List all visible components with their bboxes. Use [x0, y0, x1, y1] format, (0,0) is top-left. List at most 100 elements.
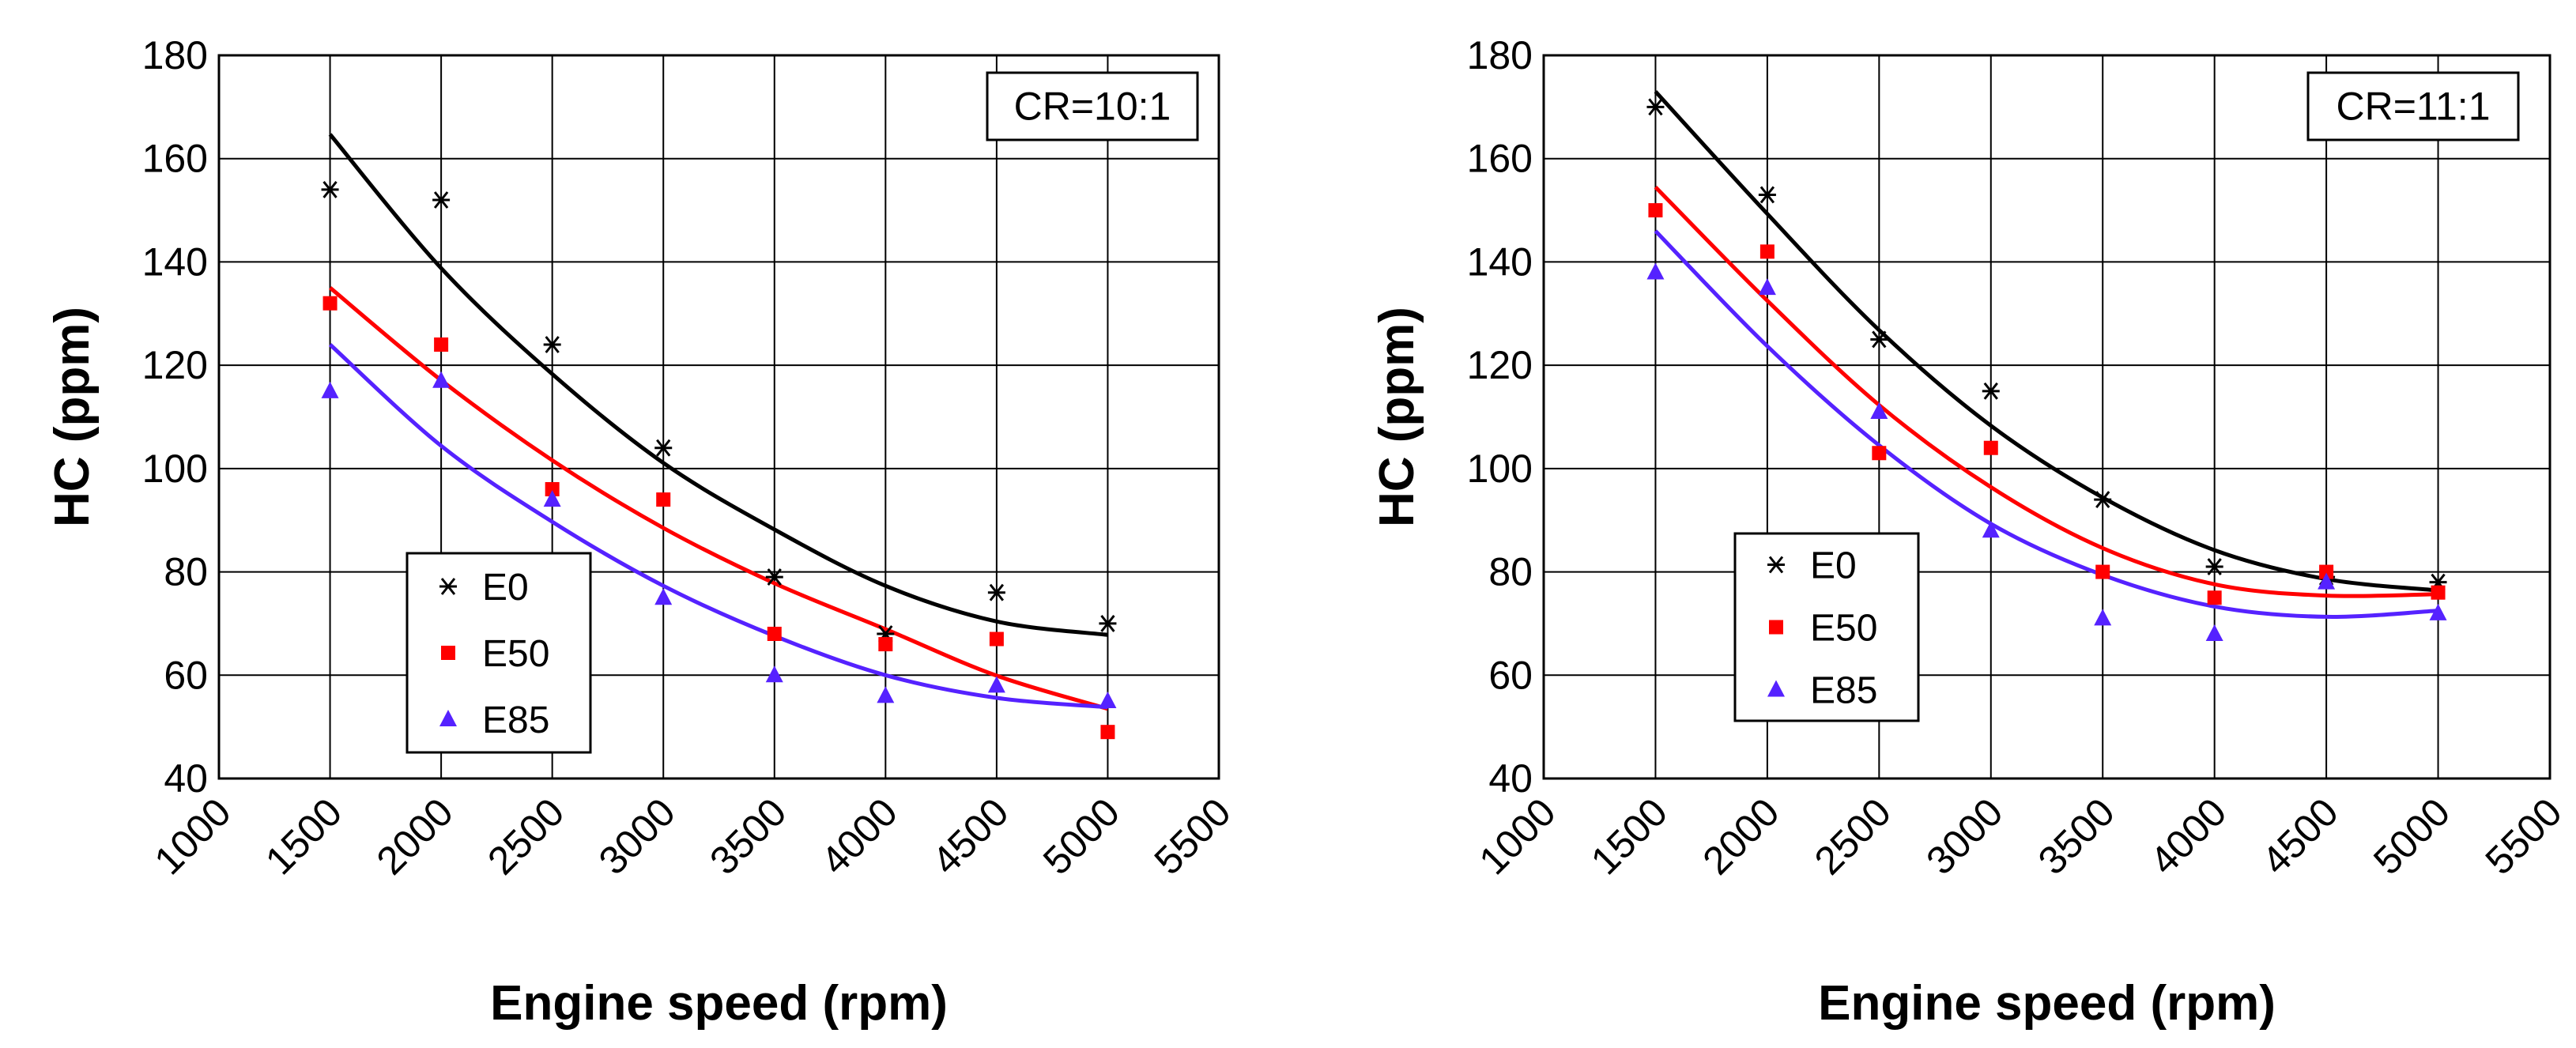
trendline-e0 [1654, 90, 2438, 593]
x-axis-title: Engine speed (rpm) [490, 976, 948, 1031]
data-point-e50 [656, 492, 671, 507]
x-tick-label: 5000 [1035, 790, 1128, 883]
chart-panel-2: 40 60 80 100 120 140 160 180 1000 1500 2000 2500 300… [1370, 33, 2570, 1031]
legend-label-e50: E50 [1810, 608, 1877, 650]
x-tick-label: 1000 [146, 790, 239, 883]
data-point-e85 [2318, 572, 2336, 590]
trendline-e50 [1654, 185, 2438, 598]
legend: E0 E50 E85 [1733, 532, 1920, 722]
data-point-e85 [1099, 691, 1117, 708]
y-tick-label: 180 [1467, 33, 1533, 77]
cr-annotation: CR=10:1 [1014, 85, 1171, 129]
y-tick-label: 100 [1467, 447, 1533, 491]
legend-marker-e50 [441, 646, 455, 660]
legend-label-e50: E50 [482, 633, 549, 675]
x-axis-title: Engine speed (rpm) [1818, 976, 2276, 1031]
data-point-e85 [432, 371, 451, 388]
data-point-e0-stroke [989, 583, 1005, 601]
data-point-e0 [654, 439, 673, 457]
data-point-e0-stroke [1648, 98, 1663, 116]
legend-box [405, 552, 592, 754]
data-point-e85 [765, 665, 783, 683]
data-point-e50 [767, 627, 782, 641]
data-point-e50 [1648, 203, 1663, 218]
x-tick-label: 2000 [368, 790, 462, 883]
cr-annotation-box [986, 71, 1199, 141]
x-tick-label: 1000 [1471, 790, 1564, 883]
x-tick-label: 3500 [701, 790, 794, 883]
x-tick-label: 4000 [2141, 790, 2235, 883]
x-tick-label: 2000 [1694, 790, 1787, 883]
x-tick-label: 3000 [1918, 790, 2011, 883]
legend-box [1733, 532, 1920, 722]
data-point-e0-stroke [433, 191, 449, 209]
legend-marker-e0 [1767, 556, 1785, 574]
data-point-e0 [987, 583, 1005, 601]
y-axis-title: HC (ppm) [45, 307, 100, 527]
x-tick-label: 4500 [923, 790, 1016, 883]
trendline-e85 [328, 343, 1108, 710]
y-tick-label: 100 [142, 447, 208, 491]
data-point-e0-stroke [2095, 491, 2110, 509]
data-point-e50 [1100, 725, 1115, 740]
legend-label-e0: E0 [1810, 545, 1857, 587]
data-point-e85 [1758, 278, 1776, 296]
x-tick-label: 3500 [2030, 790, 2123, 883]
x-tick-label: 1500 [257, 790, 350, 883]
x-tick-label: 2500 [479, 790, 572, 883]
legend-marker-e0-stroke [440, 578, 456, 595]
legend: E0 E50 E85 [405, 552, 592, 754]
plot-frame [1542, 54, 2551, 780]
y-axis-title: HC (ppm) [1370, 307, 1424, 527]
data-point-e50 [545, 482, 560, 496]
data-point-e85 [321, 381, 339, 398]
data-point-e85 [2429, 603, 2447, 620]
y-tick-label: 60 [1488, 653, 1533, 697]
y-tick-label: 80 [164, 550, 208, 594]
data-point-e0 [1758, 186, 1776, 204]
data-point-e50 [1872, 446, 1887, 461]
data-point-e50 [434, 337, 449, 352]
data-point-e50 [322, 296, 338, 311]
x-tick-label: 2500 [1806, 790, 1899, 883]
legend-marker-e0-stroke [1768, 556, 1784, 574]
data-point-e50 [1983, 440, 1998, 455]
data-point-e50 [2431, 585, 2446, 600]
y-tick-label: 140 [142, 239, 208, 284]
data-point-e0 [765, 568, 783, 586]
data-point-e85 [2205, 624, 2223, 641]
trendline-e0 [328, 133, 1108, 637]
data-point-e0-stroke [545, 336, 560, 353]
data-point-e85 [987, 676, 1005, 693]
data-point-e0 [1982, 382, 2000, 400]
data-point-e85 [877, 686, 895, 703]
data-point-e85 [1870, 401, 1888, 419]
x-tick-label: 5500 [2477, 790, 2570, 883]
data-point-e0 [1099, 614, 1117, 632]
data-point-e0-stroke [767, 568, 782, 586]
data-point-e0 [1870, 330, 1888, 349]
data-point-e85 [543, 490, 561, 507]
x-tick-label: 1500 [1582, 790, 1676, 883]
trendline-e85 [1654, 229, 2438, 619]
y-tick-label: 40 [164, 756, 208, 801]
y-tick-label: 40 [1488, 756, 1533, 801]
data-point-e0 [2094, 491, 2112, 509]
y-tick-label: 60 [164, 653, 208, 697]
data-point-e0-stroke [2207, 558, 2222, 575]
y-tick-label: 160 [142, 137, 208, 181]
y-tick-label: 160 [1467, 137, 1533, 181]
data-point-e85 [2094, 609, 2112, 626]
data-point-e0-stroke [322, 180, 338, 198]
legend-marker-e0 [439, 578, 457, 595]
data-point-e50 [2095, 564, 2110, 579]
y-tick-label: 80 [1488, 550, 1533, 594]
data-point-e85 [1646, 262, 1665, 280]
data-point-e0-stroke [1983, 382, 1998, 400]
data-point-e50 [878, 637, 893, 652]
y-tick-label: 140 [1467, 239, 1533, 284]
data-point-e85 [1982, 521, 2000, 538]
data-point-e0-stroke [1100, 614, 1115, 632]
x-tick-label: 5500 [1146, 790, 1239, 883]
